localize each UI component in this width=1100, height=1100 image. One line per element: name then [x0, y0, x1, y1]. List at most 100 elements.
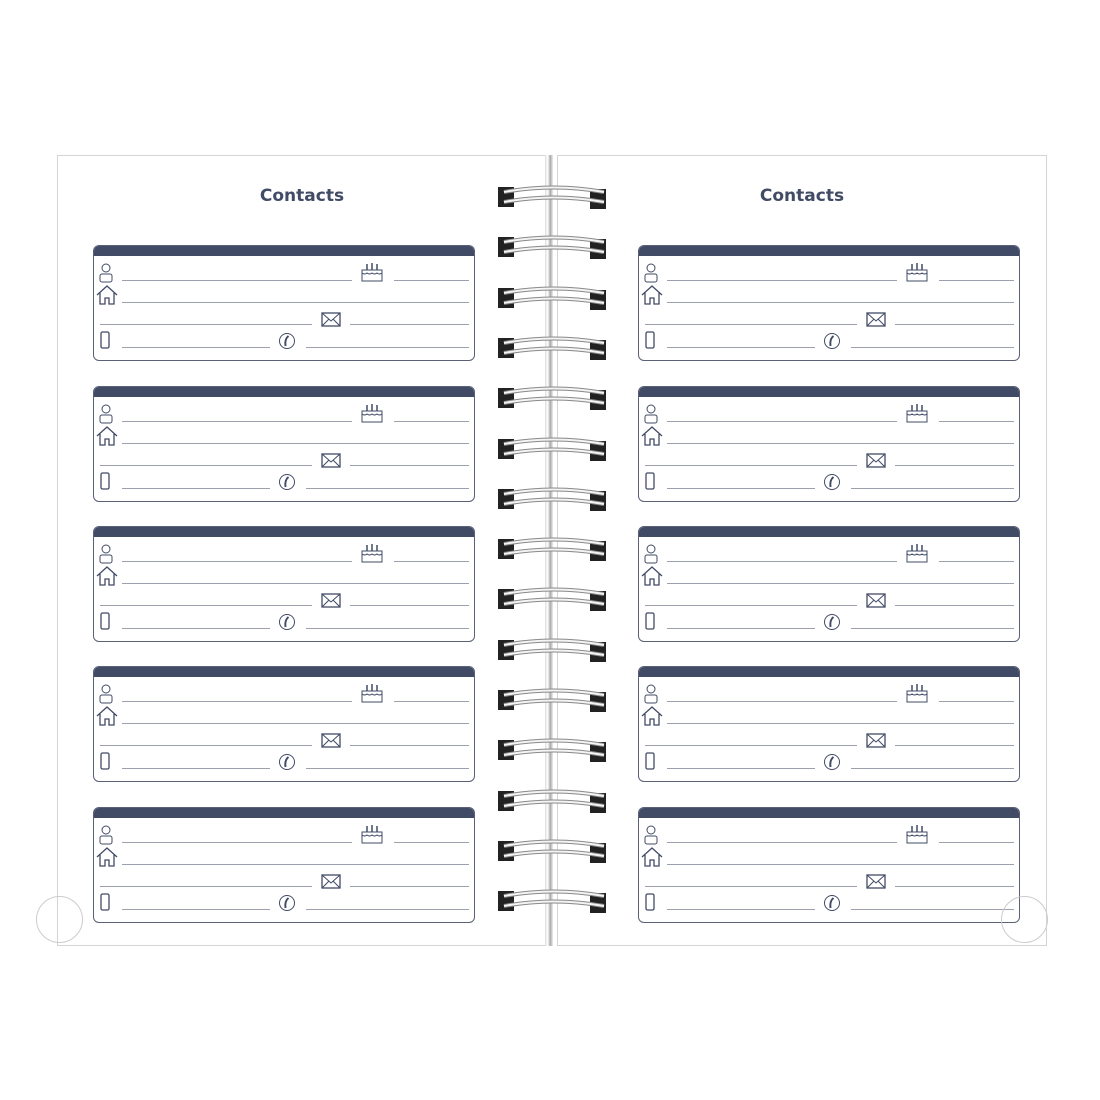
name-line[interactable]: [122, 561, 352, 562]
mobile-line[interactable]: [122, 768, 270, 769]
envelope-icon: [866, 593, 886, 612]
birthday-line[interactable]: [394, 701, 469, 702]
birthday-line[interactable]: [939, 842, 1014, 843]
mobile-line[interactable]: [667, 347, 815, 348]
phone-line[interactable]: [851, 347, 1014, 348]
page-title: Contacts: [259, 186, 345, 206]
phone-line[interactable]: [306, 347, 469, 348]
spiral-ring: [498, 837, 608, 865]
address-line-2[interactable]: [645, 324, 857, 325]
phone-line[interactable]: [851, 628, 1014, 629]
address-line-1[interactable]: [667, 723, 1014, 724]
birthday-line[interactable]: [394, 421, 469, 422]
spiral-ring: [498, 736, 608, 764]
address-line-1[interactable]: [122, 443, 469, 444]
telephone-icon: [278, 473, 296, 495]
address-line-2[interactable]: [645, 605, 857, 606]
mobile-line[interactable]: [122, 347, 270, 348]
mobile-line[interactable]: [122, 628, 270, 629]
card-header-bar: [639, 667, 1019, 677]
envelope-icon: [321, 874, 341, 893]
address-line-1[interactable]: [122, 864, 469, 865]
birthday-line[interactable]: [939, 561, 1014, 562]
telephone-icon: [278, 332, 296, 354]
mobile-phone-icon: [645, 331, 655, 353]
phone-line[interactable]: [306, 488, 469, 489]
spiral-ring: [498, 183, 608, 211]
telephone-icon: [278, 894, 296, 916]
address-line-2[interactable]: [100, 324, 312, 325]
address-line-1[interactable]: [667, 302, 1014, 303]
spiral-ring: [498, 384, 608, 412]
address-line-2[interactable]: [100, 605, 312, 606]
phone-line[interactable]: [306, 909, 469, 910]
email-line[interactable]: [350, 465, 469, 466]
birthday-cake-icon: [361, 541, 383, 567]
card-header-bar: [94, 527, 474, 537]
address-line-1[interactable]: [667, 864, 1014, 865]
phone-line[interactable]: [851, 909, 1014, 910]
email-line[interactable]: [350, 324, 469, 325]
mobile-line[interactable]: [667, 909, 815, 910]
address-line-2[interactable]: [100, 745, 312, 746]
name-line[interactable]: [122, 421, 352, 422]
address-line-2[interactable]: [100, 886, 312, 887]
mobile-line[interactable]: [667, 488, 815, 489]
name-line[interactable]: [667, 842, 897, 843]
person-icon: [99, 544, 113, 568]
envelope-icon: [866, 312, 886, 331]
phone-line[interactable]: [306, 768, 469, 769]
birthday-cake-icon: [361, 822, 383, 848]
birthday-line[interactable]: [394, 842, 469, 843]
person-icon: [99, 825, 113, 849]
birthday-line[interactable]: [939, 280, 1014, 281]
birthday-cake-icon: [906, 260, 928, 286]
mobile-line[interactable]: [667, 628, 815, 629]
name-line[interactable]: [122, 842, 352, 843]
name-line[interactable]: [667, 280, 897, 281]
telephone-icon: [823, 894, 841, 916]
email-line[interactable]: [895, 465, 1014, 466]
mobile-line[interactable]: [667, 768, 815, 769]
corner-pocket-curve: [1001, 896, 1048, 943]
contact-card: [638, 386, 1020, 502]
mobile-phone-icon: [645, 612, 655, 634]
mobile-phone-icon: [645, 472, 655, 494]
birthday-line[interactable]: [939, 421, 1014, 422]
address-line-2[interactable]: [100, 465, 312, 466]
telephone-icon: [823, 753, 841, 775]
email-line[interactable]: [895, 745, 1014, 746]
email-line[interactable]: [895, 886, 1014, 887]
name-line[interactable]: [667, 561, 897, 562]
address-line-1[interactable]: [122, 723, 469, 724]
name-line[interactable]: [667, 701, 897, 702]
name-line[interactable]: [122, 701, 352, 702]
address-line-2[interactable]: [645, 886, 857, 887]
phone-line[interactable]: [306, 628, 469, 629]
phone-line[interactable]: [851, 488, 1014, 489]
card-header-bar: [639, 387, 1019, 397]
email-line[interactable]: [350, 886, 469, 887]
address-line-1[interactable]: [667, 443, 1014, 444]
address-line-2[interactable]: [645, 745, 857, 746]
mobile-line[interactable]: [122, 488, 270, 489]
address-line-1[interactable]: [122, 583, 469, 584]
address-line-1[interactable]: [122, 302, 469, 303]
email-line[interactable]: [895, 605, 1014, 606]
mobile-line[interactable]: [122, 909, 270, 910]
email-line[interactable]: [350, 605, 469, 606]
name-line[interactable]: [667, 421, 897, 422]
birthday-line[interactable]: [939, 701, 1014, 702]
address-line-1[interactable]: [667, 583, 1014, 584]
email-line[interactable]: [350, 745, 469, 746]
spiral-ring: [498, 284, 608, 312]
address-line-2[interactable]: [645, 465, 857, 466]
birthday-line[interactable]: [394, 280, 469, 281]
email-line[interactable]: [895, 324, 1014, 325]
phone-line[interactable]: [851, 768, 1014, 769]
contact-card: [638, 666, 1020, 782]
name-line[interactable]: [122, 280, 352, 281]
birthday-line[interactable]: [394, 561, 469, 562]
contact-card: [93, 245, 475, 361]
spiral-ring: [498, 435, 608, 463]
